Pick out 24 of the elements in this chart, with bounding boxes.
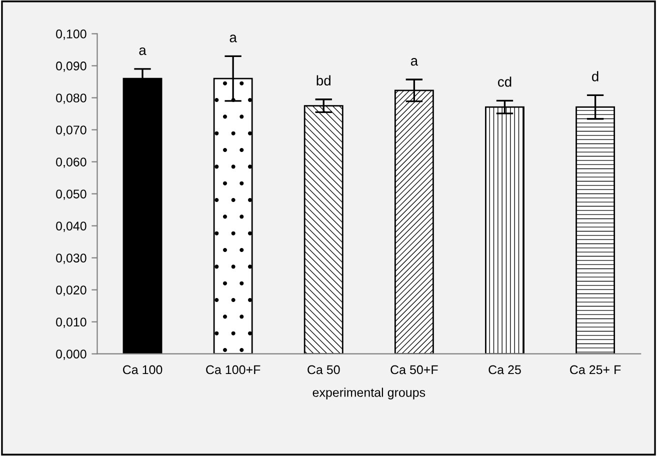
y-tick-label: 0,040 (56, 222, 86, 232)
annotation: a (230, 34, 237, 42)
y-tick-label: 0,050 (56, 190, 86, 200)
y-tick-label: 0,030 (56, 254, 86, 264)
x-tick-label: Ca 25 (488, 365, 521, 374)
y-tick-label: 0,100 (56, 30, 86, 40)
y-tick-label: 0,020 (56, 286, 86, 296)
x-tick-label: Ca 50+F (390, 365, 438, 374)
y-tick-label: 0,090 (56, 62, 86, 72)
x-tick-label: Ca 25+ F (570, 365, 621, 374)
y-tick-label: 0,010 (56, 318, 86, 328)
annotation: a (410, 58, 418, 66)
annotation: a (139, 47, 146, 56)
y-tick-label: 0,070 (56, 126, 86, 136)
y-tick-label: 0,000 (56, 350, 86, 360)
x-tick-label: Ca 50 (308, 365, 340, 374)
annotation: d (592, 71, 598, 82)
annotation: cd (498, 76, 512, 87)
x-axis-title: experimental groups (312, 388, 426, 400)
y-tick-label: 0,080 (56, 94, 86, 104)
x-tick-label: Ca 100 (122, 365, 162, 374)
x-tick-label: Ca 100+F (206, 365, 260, 374)
annotation: bd (316, 75, 330, 86)
y-tick-label: 0,060 (56, 158, 86, 168)
